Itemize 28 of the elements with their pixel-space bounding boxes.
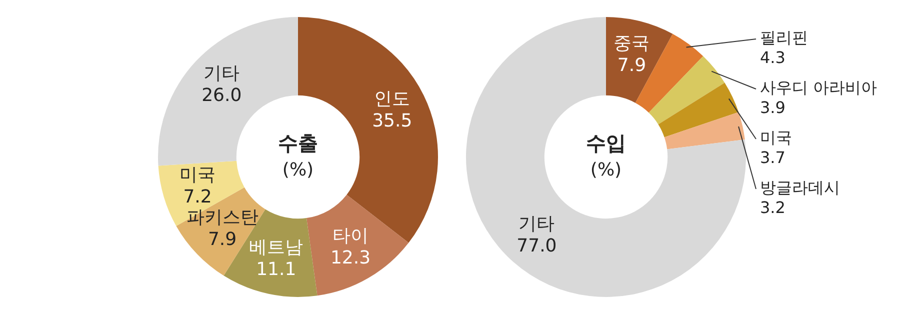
slice-label: 방글라데시 [760,178,840,198]
data-label: 7.9 [208,229,237,250]
data-label: 35.5 [372,110,412,132]
slice-label: 기타 [518,213,555,234]
data-label: 3.9 [760,98,786,118]
text: 수출 [278,131,318,156]
data-label: 77.0 [516,235,557,256]
data-label: 26.0 [202,84,242,106]
text: (%) [282,160,314,181]
text: (%) [590,160,622,181]
text: 수입 [586,131,626,156]
slice-label: 미국 [760,128,792,148]
slice-label: 사우디 아라비아 [760,78,878,98]
slice-label: 중국 [614,33,650,54]
data-label: 12.3 [330,247,371,268]
slice-label: 타이 [332,225,368,246]
data-label: 3.2 [760,198,786,218]
data-label: 7.2 [183,186,212,208]
data-label: 11.1 [256,259,296,280]
slice-label: 기타 [204,62,240,84]
data-label: 7.9 [617,55,646,76]
slice-label: 파키스탄 [186,207,258,228]
slice-label: 필리핀 [760,28,808,48]
slice-label: 인도 [374,88,410,110]
data-label: 3.7 [760,148,786,168]
slice-label: 베트남 [249,237,304,258]
data-label: 4.3 [760,48,786,68]
slice-label: 미국 [180,164,216,186]
